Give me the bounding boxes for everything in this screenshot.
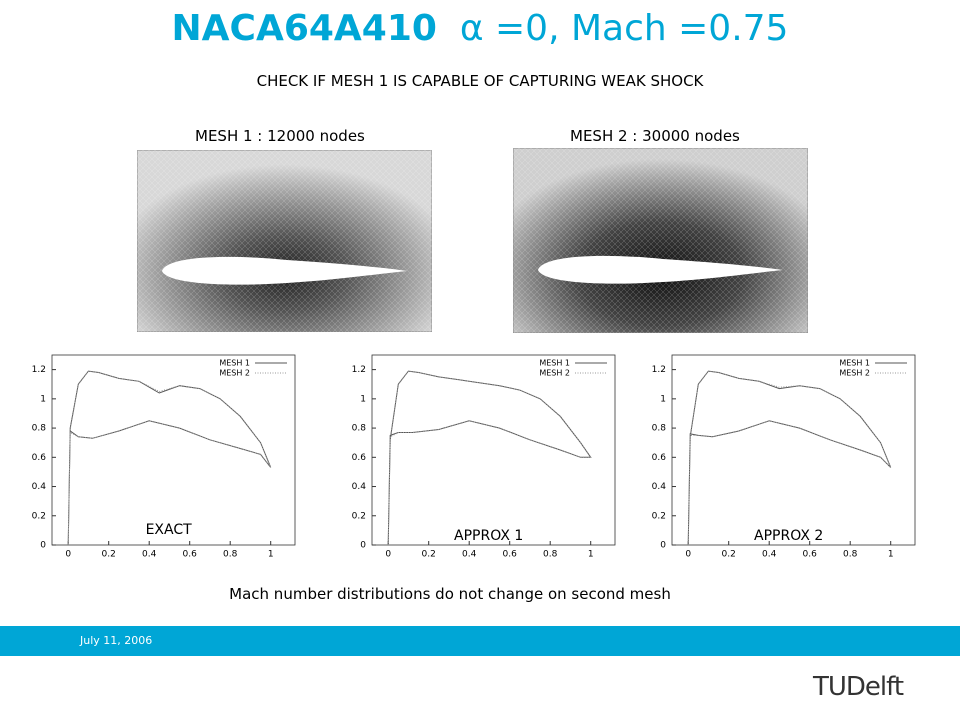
title-condition: α =0, Mach =0.75: [459, 8, 789, 49]
y-tick-label: 0.4: [352, 482, 367, 492]
series-line: [67, 370, 272, 546]
title: NACA64A410 α =0, Mach =0.75: [0, 8, 960, 49]
date: July 11, 2006: [80, 634, 153, 647]
x-tick-label: 1: [588, 550, 594, 560]
title-name: NACA64A410: [171, 8, 437, 49]
chart: 0 0.2 0.4 0.6 0.8 1 1.2 0 0.2 0.4 0.6 0.8 1 MESH 1MES…: [32, 354, 296, 560]
chart-annotation: APPROX 2: [754, 528, 823, 544]
x-tick-label: 0.8: [543, 550, 558, 560]
legend-label: MESH 1: [839, 359, 870, 368]
y-tick-label: 0.8: [32, 424, 47, 434]
x-tick-label: 0.4: [462, 550, 477, 560]
y-tick-label: 1: [360, 394, 366, 404]
legend-label: MESH 1: [219, 359, 250, 368]
chart-annotation: EXACT: [146, 522, 193, 538]
chart: 0 0.2 0.4 0.6 0.8 1 1.2 0 0.2 0.4 0.6 0.8 1 MESH 1MES…: [652, 354, 916, 560]
x-tick-label: 0.6: [803, 550, 818, 560]
caption: Mach number distributions do not change …: [229, 585, 671, 603]
x-tick-label: 0.4: [142, 550, 157, 560]
x-tick-label: 0: [385, 550, 391, 560]
y-tick-label: 1.2: [352, 365, 366, 375]
x-tick-label: 1: [888, 550, 894, 560]
mesh-image: [513, 148, 808, 333]
logo: TUDelft: [813, 672, 904, 702]
x-tick-label: 0: [65, 550, 71, 560]
x-tick-label: 0.8: [223, 550, 238, 560]
series-line: [67, 370, 272, 546]
y-tick-label: 0.6: [32, 453, 47, 463]
footer-band: [0, 626, 960, 656]
y-tick-label: 0: [360, 541, 366, 551]
y-tick-label: 1.2: [32, 365, 46, 375]
mesh-label: MESH 2 : 30000 nodes: [570, 127, 740, 145]
y-tick-label: 1: [660, 394, 666, 404]
x-tick-label: 0.6: [183, 550, 198, 560]
legend-label: MESH 1: [539, 359, 570, 368]
y-tick-label: 0.6: [652, 453, 667, 463]
x-tick-label: 0.6: [503, 550, 518, 560]
chart: 0 0.2 0.4 0.6 0.8 1 1.2 0 0.2 0.4 0.6 0.8 1 MESH 1MES…: [352, 354, 616, 560]
chart-annotation: APPROX 1: [454, 528, 523, 544]
y-tick-label: 0.6: [352, 453, 367, 463]
x-tick-label: 0.2: [102, 550, 116, 560]
series-line: [387, 370, 592, 546]
x-tick-label: 0.2: [722, 550, 736, 560]
x-tick-label: 0.2: [422, 550, 436, 560]
x-tick-label: 0.4: [762, 550, 777, 560]
series-line: [687, 370, 892, 546]
y-tick-label: 0.8: [352, 424, 367, 434]
legend-label: MESH 2: [539, 369, 570, 378]
y-tick-label: 0.2: [352, 511, 366, 521]
y-tick-label: 1.2: [652, 365, 666, 375]
y-tick-label: 0.4: [652, 482, 667, 492]
x-tick-label: 0.8: [843, 550, 858, 560]
mesh-label: MESH 1 : 12000 nodes: [195, 127, 365, 145]
plot-frame: [51, 354, 296, 546]
legend-label: MESH 2: [839, 369, 870, 378]
y-tick-label: 0.2: [32, 511, 46, 521]
series-line: [387, 370, 592, 546]
x-tick-label: 1: [268, 550, 274, 560]
plot-frame: [371, 354, 616, 546]
y-tick-label: 0: [40, 541, 46, 551]
y-tick-label: 0.2: [652, 511, 666, 521]
y-tick-label: 0: [660, 541, 666, 551]
subtitle: CHECK IF MESH 1 IS CAPABLE OF CAPTURING …: [256, 72, 704, 90]
x-tick-label: 0: [685, 550, 691, 560]
plot-frame: [671, 354, 916, 546]
mesh-image: [137, 150, 432, 332]
y-tick-label: 1: [40, 394, 46, 404]
y-tick-label: 0.4: [32, 482, 47, 492]
legend-label: MESH 2: [219, 369, 250, 378]
series-line: [687, 370, 892, 546]
y-tick-label: 0.8: [652, 424, 667, 434]
